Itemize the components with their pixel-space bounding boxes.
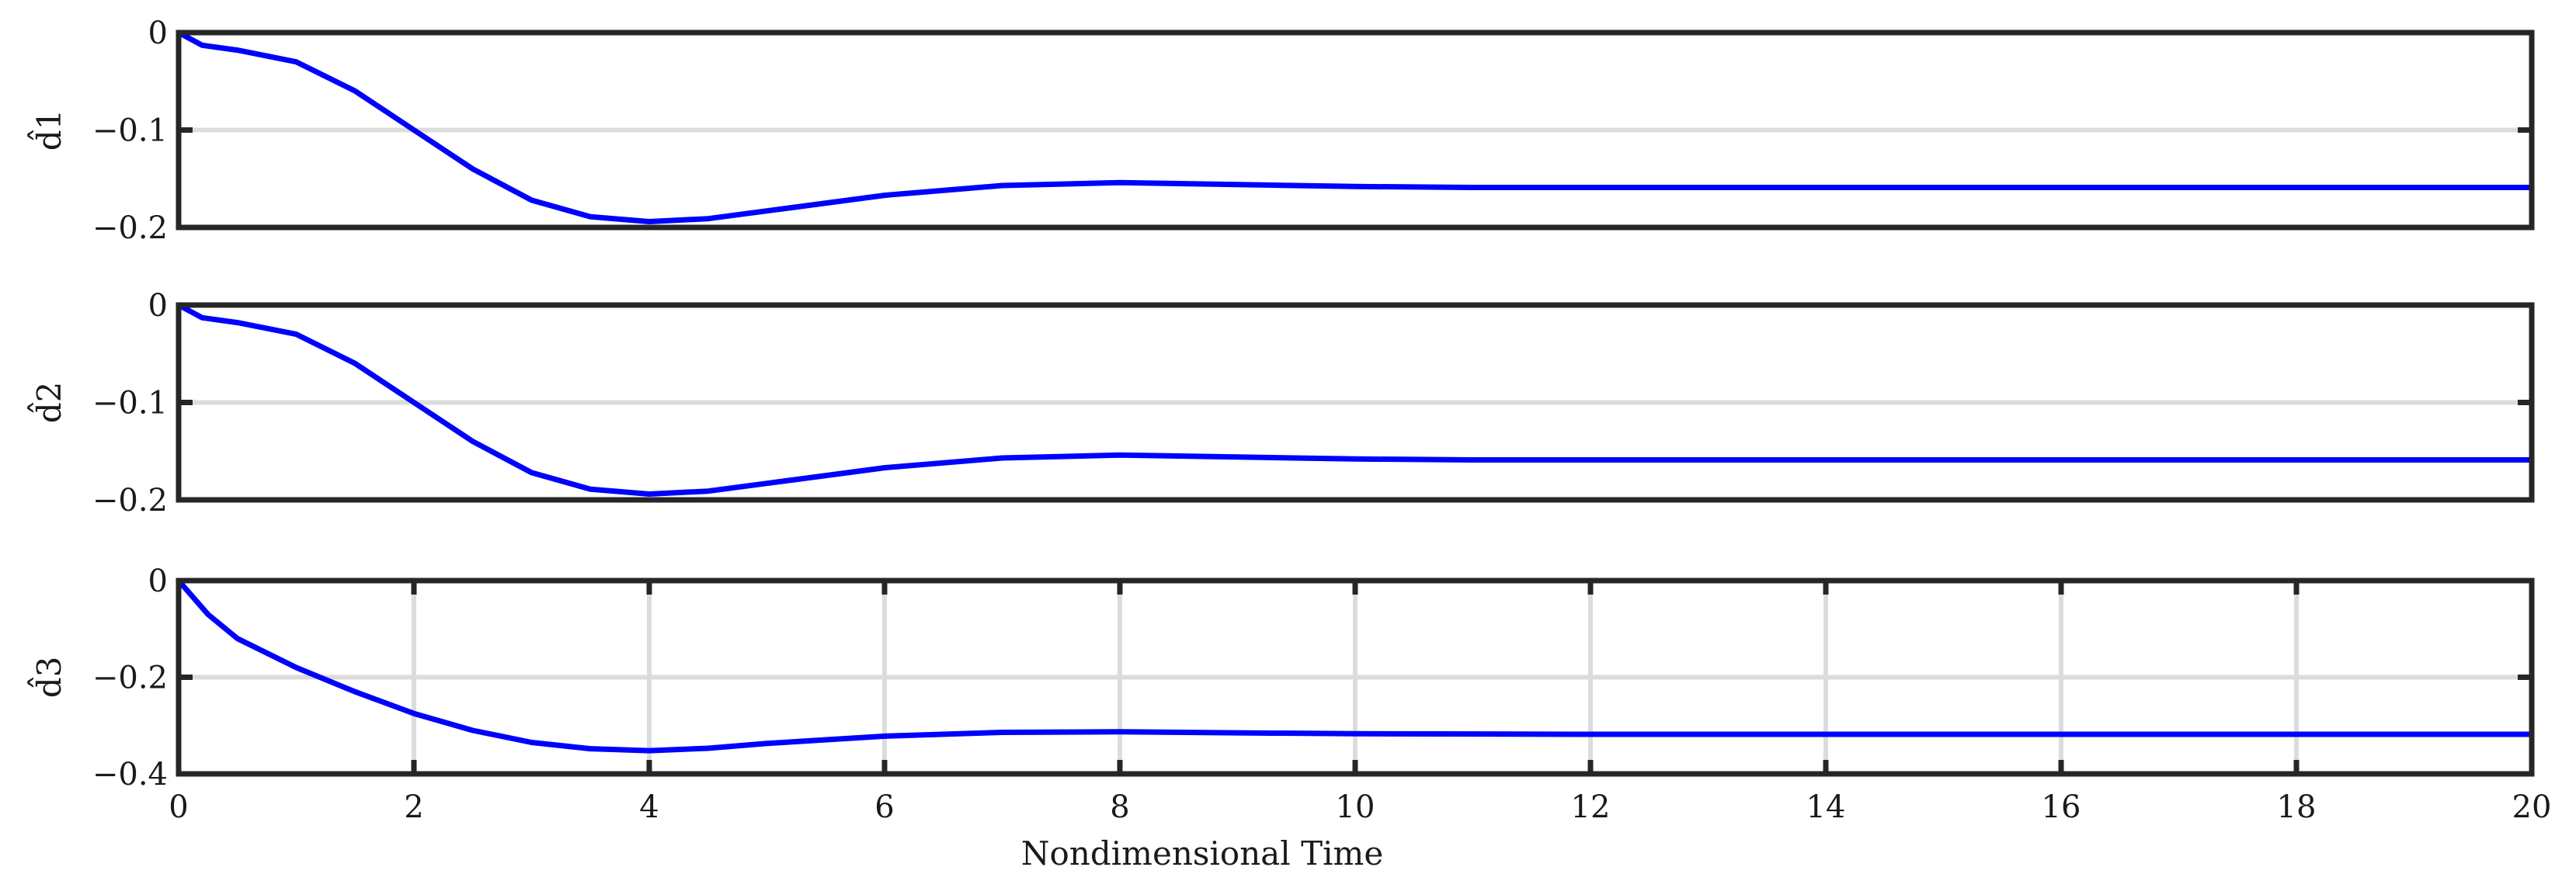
x-tick-label: 10 bbox=[1336, 789, 1375, 825]
series-line bbox=[176, 578, 2535, 754]
x-tick-label: 0 bbox=[169, 789, 188, 825]
subplot-d1: 0 −0.1 −0.2 d̂1 bbox=[26, 16, 2535, 246]
y-tick-label: −0.1 bbox=[92, 113, 168, 149]
x-tick-label: 2 bbox=[404, 789, 423, 825]
y-axis-label: d̂3 bbox=[26, 657, 68, 699]
x-tick-label: 12 bbox=[1571, 789, 1611, 825]
y-tick-label: −0.2 bbox=[92, 483, 168, 519]
x-axis-label: Nondimensional Time bbox=[1021, 834, 1383, 872]
series-line bbox=[176, 29, 2535, 224]
y-tick-label: −0.4 bbox=[92, 757, 168, 793]
y-tick-label: 0 bbox=[148, 564, 168, 599]
x-tick-label: 4 bbox=[639, 789, 659, 825]
x-tick-label: 14 bbox=[1806, 789, 1846, 825]
x-tick-label: 6 bbox=[874, 789, 894, 825]
y-tick-label: 0 bbox=[148, 288, 168, 324]
x-tick-label: 20 bbox=[2512, 789, 2552, 825]
x-tick-label: 16 bbox=[2042, 789, 2081, 825]
y-tick-label: −0.1 bbox=[92, 386, 168, 421]
series-line bbox=[176, 302, 2535, 497]
y-axis-label: d̂2 bbox=[26, 382, 68, 424]
subplot-d2: 0 −0.1 −0.2 d̂2 bbox=[26, 288, 2535, 519]
y-tick-label: −0.2 bbox=[92, 210, 168, 246]
x-tick-label: 8 bbox=[1110, 789, 1129, 825]
y-tick-label: 0 bbox=[148, 16, 168, 51]
y-tick-label: −0.2 bbox=[92, 661, 168, 696]
subplot-d3: 0−0.2−0.40 2 4 6 8 10 12 14 16 18 20d̂3 bbox=[26, 564, 2552, 825]
x-tick-label: 18 bbox=[2277, 789, 2317, 825]
y-axis-label: d̂1 bbox=[26, 109, 68, 151]
